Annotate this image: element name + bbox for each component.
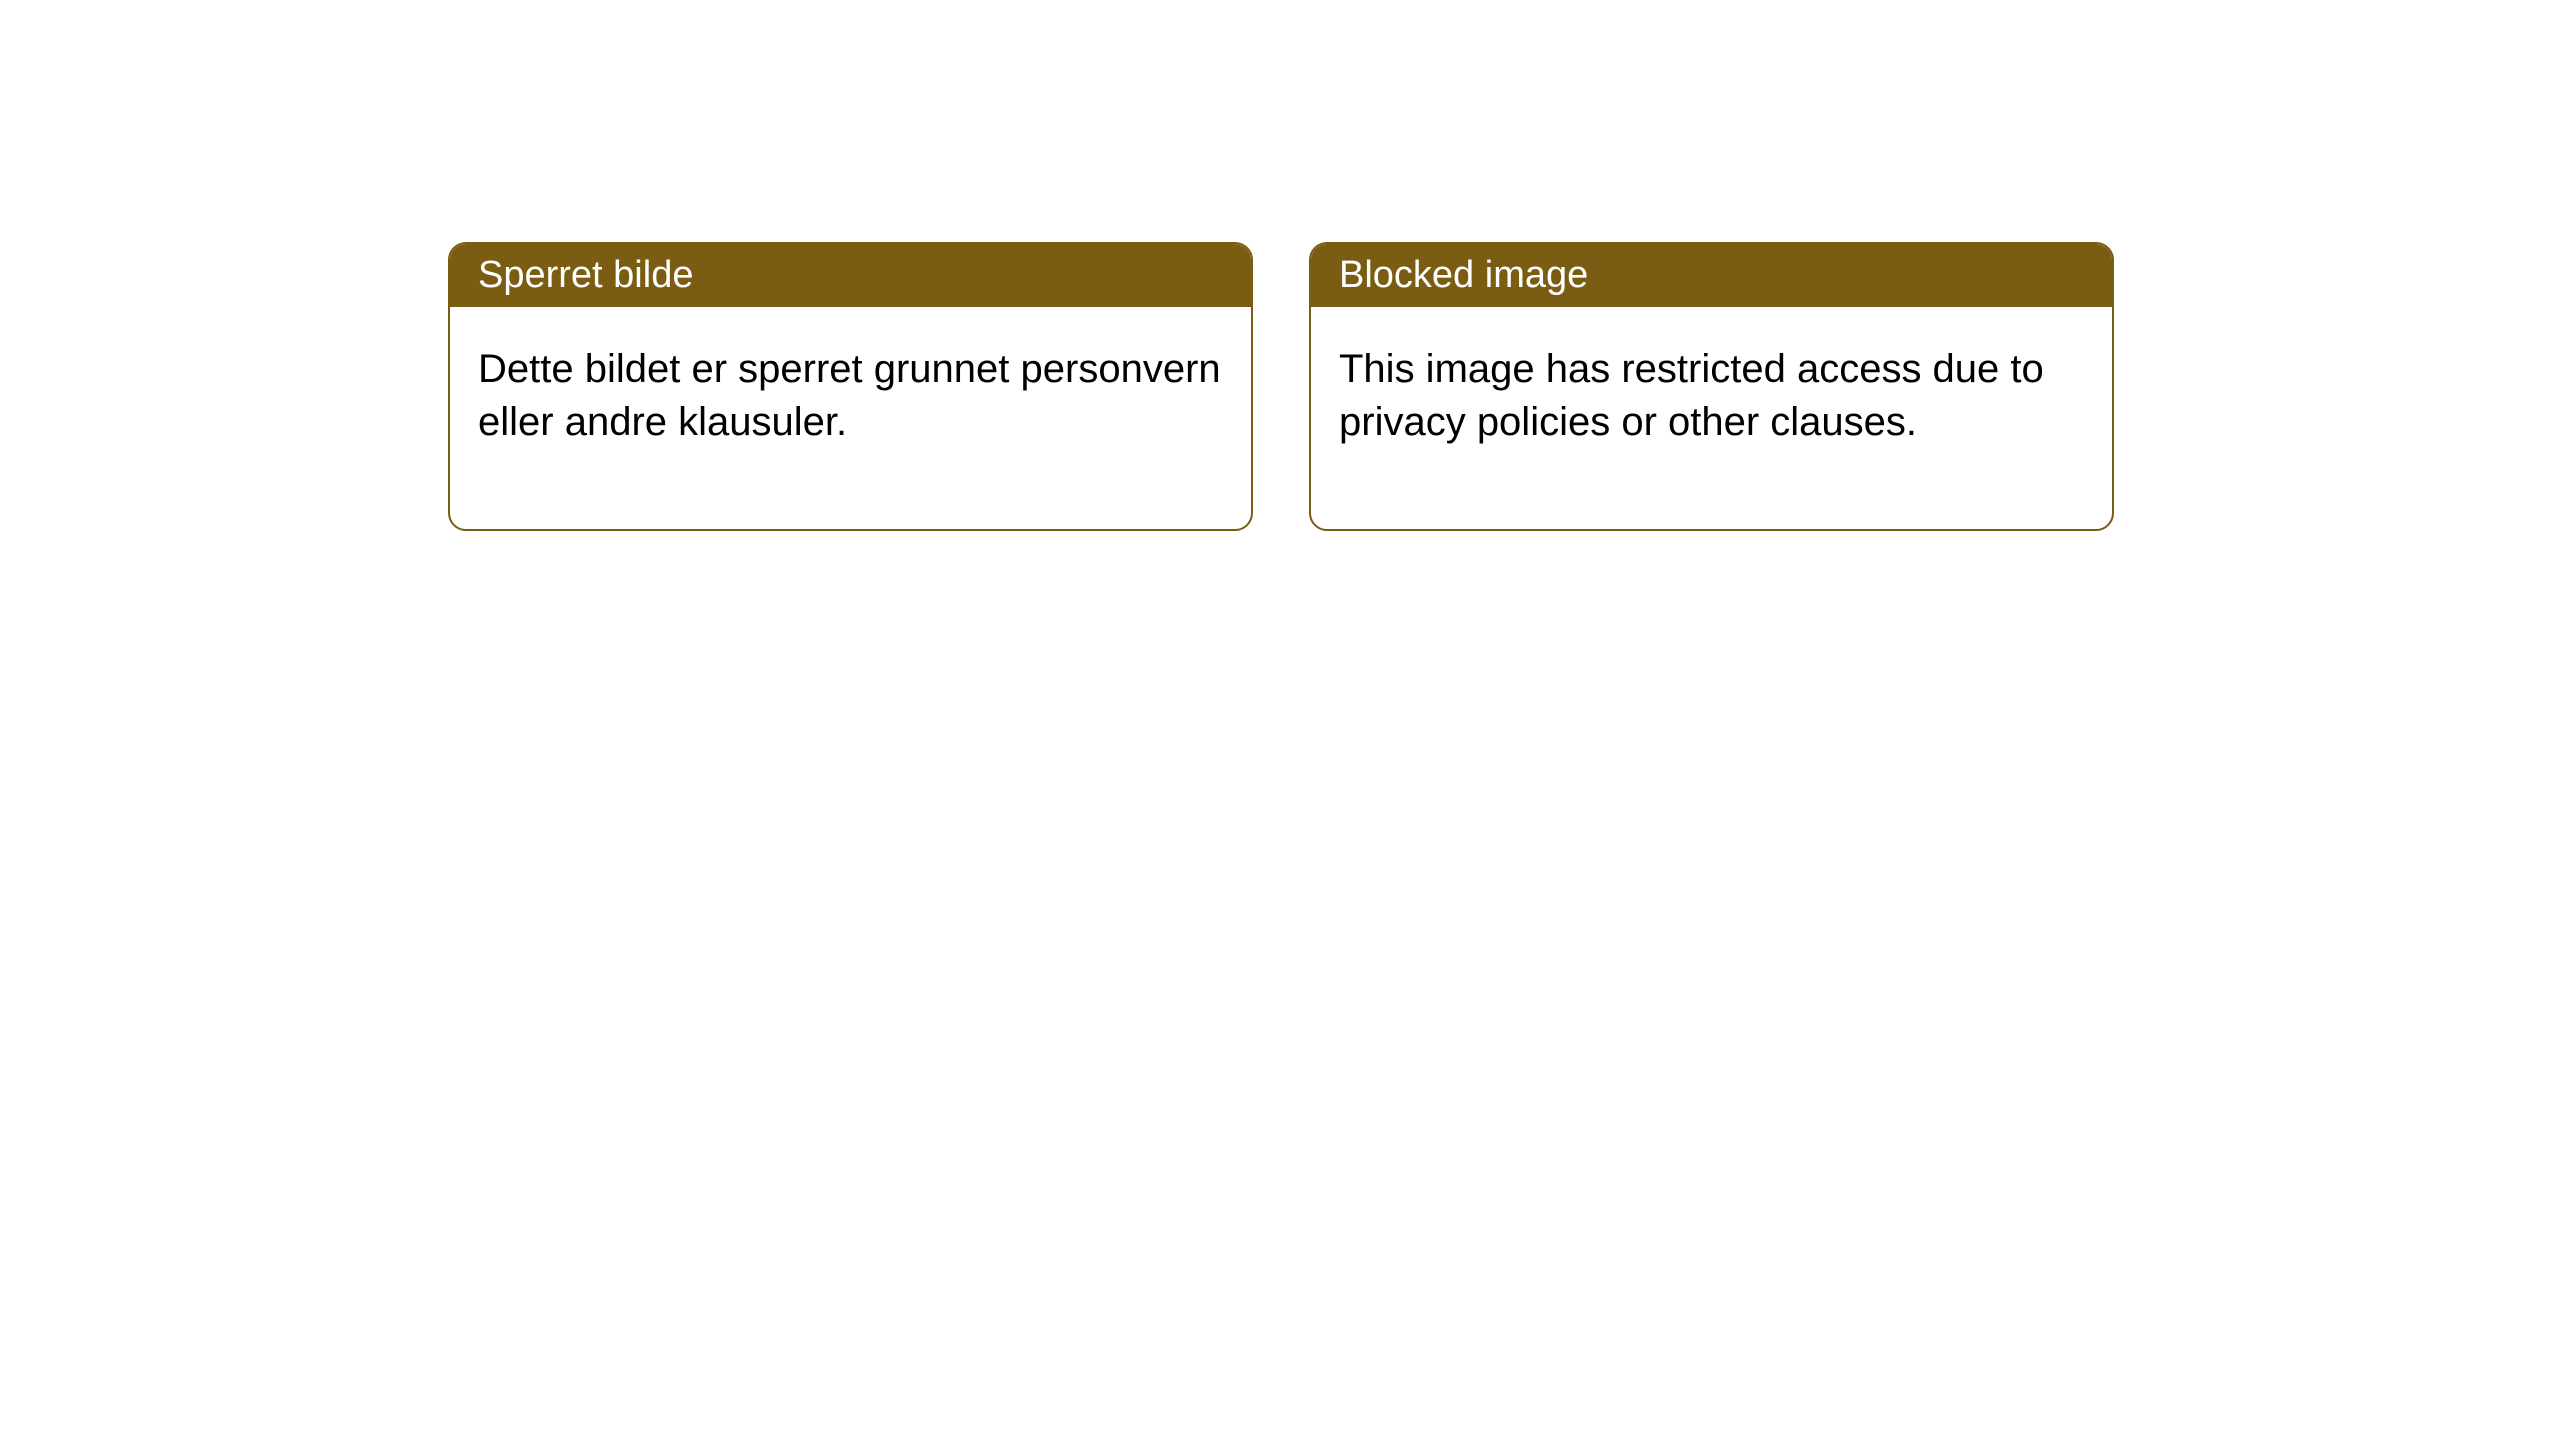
notice-card-english: Blocked image This image has restricted … (1309, 242, 2114, 531)
notice-body-norwegian: Dette bildet er sperret grunnet personve… (450, 307, 1251, 529)
notice-container: Sperret bilde Dette bildet er sperret gr… (0, 0, 2560, 531)
notice-body-english: This image has restricted access due to … (1311, 307, 2112, 529)
notice-header-english: Blocked image (1311, 244, 2112, 307)
notice-header-norwegian: Sperret bilde (450, 244, 1251, 307)
notice-card-norwegian: Sperret bilde Dette bildet er sperret gr… (448, 242, 1253, 531)
